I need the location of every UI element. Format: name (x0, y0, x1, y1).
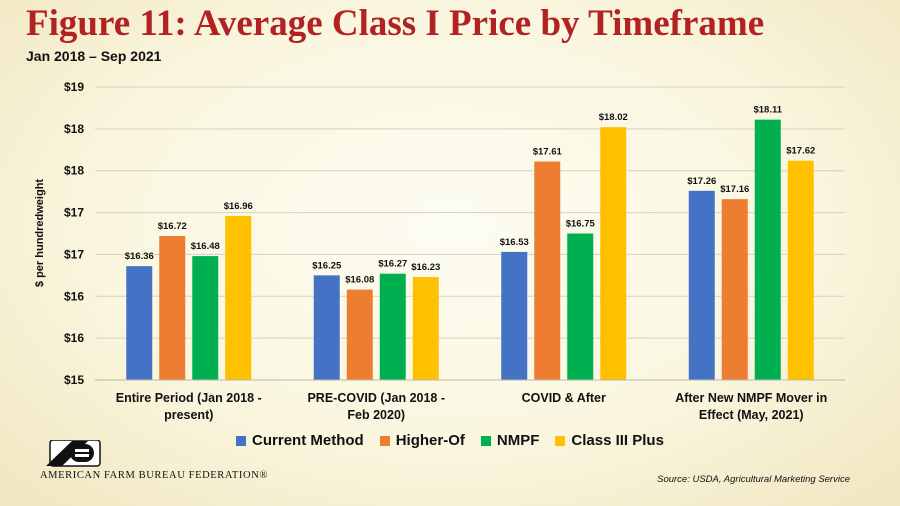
bar (225, 215, 252, 380)
x-tick-label: After New NMPF Mover in (675, 391, 827, 405)
x-tick-label: present) (164, 408, 213, 422)
bar (379, 273, 406, 380)
data-label: $16.08 (345, 275, 374, 286)
y-tick-label: $17 (64, 247, 84, 261)
data-label: $16.72 (158, 221, 187, 232)
chart-legend: Current Method Higher-Of NMPF Class III Plu… (0, 432, 900, 449)
bar (787, 160, 814, 380)
y-tick-label: $19 (64, 80, 84, 94)
bar (534, 161, 561, 380)
y-tick-label: $18 (64, 122, 84, 136)
y-axis-title: $ per hundredweight (34, 179, 46, 288)
data-label: $16.27 (378, 259, 407, 270)
legend-label: Higher-Of (395, 432, 465, 449)
y-tick-label: $15 (64, 373, 84, 387)
y-tick-label: $18 (64, 164, 84, 178)
data-label: $17.26 (687, 176, 716, 187)
bar-chart: $15 $16 $16 $17 $17 $18 $18 $19 $ per hundredwei… (34, 80, 845, 422)
legend-label: Current Method (252, 432, 364, 449)
x-tick-label: Effect (May, 2021) (699, 408, 804, 422)
data-label: $16.48 (191, 241, 220, 252)
data-label: $16.25 (312, 260, 342, 271)
bar (412, 277, 439, 380)
legend-item: NMPF (480, 432, 540, 449)
y-tick-label: $16 (64, 331, 84, 345)
bar (688, 190, 715, 380)
data-label: $17.61 (533, 147, 563, 158)
data-label: $16.23 (411, 262, 440, 273)
legend-swatch (236, 435, 247, 446)
x-tick-label: Entire Period (Jan 2018 - (116, 391, 262, 405)
x-tick-label: PRE-COVID (Jan 2018 - (307, 391, 445, 405)
bar (159, 236, 186, 380)
x-tick-label: Feb 2020) (347, 408, 405, 422)
farm-bureau-logo (46, 440, 101, 467)
legend-label: Class III Plus (571, 432, 664, 449)
y-tick-label: $16 (64, 289, 84, 303)
data-label: $16.36 (125, 251, 154, 262)
data-label: $16.53 (500, 237, 529, 248)
data-label: $18.11 (753, 105, 782, 116)
bar (346, 289, 373, 380)
y-tick-label: $17 (64, 206, 84, 220)
organization-name: AMERICAN FARM BUREAU FEDERATION® (40, 470, 268, 481)
x-tick-label: COVID & After (522, 391, 606, 405)
bar (126, 266, 153, 380)
legend-item: Higher-Of (379, 432, 465, 449)
legend-item: Current Method (236, 432, 364, 449)
legend-label: NMPF (496, 432, 540, 449)
bar (313, 275, 340, 380)
legend-swatch (480, 435, 491, 446)
legend-swatch (379, 435, 390, 446)
bar (721, 199, 748, 380)
bar (754, 119, 781, 381)
source-note: Source: USDA, Agricultural Marketing Ser… (657, 474, 850, 485)
data-label: $16.96 (224, 201, 253, 212)
data-label: $18.02 (599, 112, 628, 123)
bar (192, 256, 219, 380)
chart-subtitle: Jan 2018 – Sep 2021 (26, 48, 162, 64)
data-label: $16.75 (566, 219, 596, 230)
bar (501, 251, 528, 380)
legend-swatch (555, 435, 566, 446)
bar (600, 127, 627, 380)
legend-item: Class III Plus (555, 432, 664, 449)
bar (567, 233, 594, 380)
chart-title: Figure 11: Average Class I Price by Time… (26, 3, 765, 44)
data-label: $17.16 (720, 184, 749, 195)
data-label: $17.62 (786, 146, 815, 157)
